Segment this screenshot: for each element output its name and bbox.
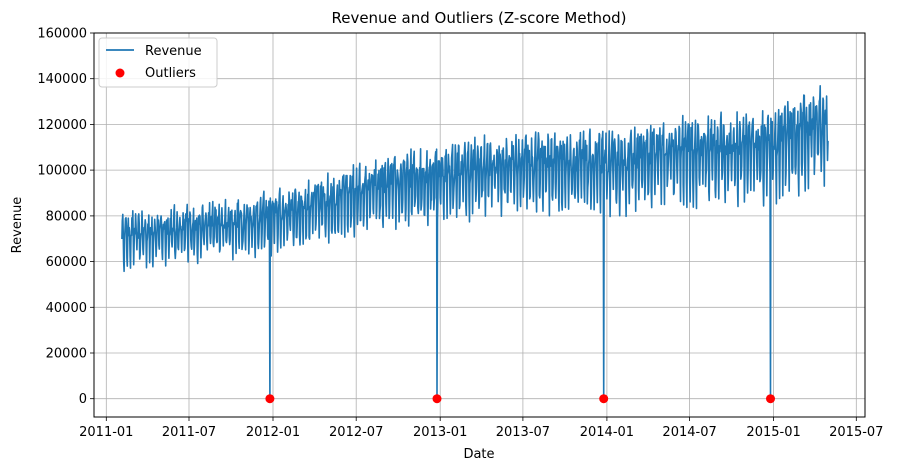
- x-tick-label: 2013-01: [413, 425, 467, 440]
- y-tick-label: 120000: [37, 118, 87, 133]
- outlier-points-layer: [265, 394, 775, 404]
- y-tick-label: 40000: [46, 301, 87, 316]
- legend: Revenue Outliers: [98, 37, 218, 88]
- y-axis-ticks: 0 20000 40000 60000 80000 100000 120000 140000 1…: [37, 27, 94, 407]
- y-tick-label: 60000: [46, 255, 87, 270]
- outlier-point: [599, 394, 609, 404]
- x-tick-label: 2011-07: [162, 425, 216, 440]
- x-tick-label: 2014-07: [662, 425, 716, 440]
- outlier-point: [432, 394, 442, 404]
- outlier-point: [766, 394, 775, 404]
- x-tick-label: 2012-01: [246, 425, 300, 440]
- y-tick-label: 20000: [46, 347, 87, 362]
- y-tick-label: 80000: [46, 209, 87, 224]
- outlier-point: [265, 394, 275, 404]
- chart-title: Revenue and Outliers (Z-score Method): [331, 9, 626, 27]
- x-tick-label: 2014-01: [580, 425, 634, 440]
- y-tick-label: 160000: [37, 27, 87, 42]
- x-tick-label: 2011-01: [79, 425, 133, 440]
- y-axis-label: Revenue: [10, 197, 25, 254]
- y-tick-label: 100000: [37, 164, 87, 179]
- x-axis-label: Date: [463, 447, 494, 462]
- legend-outliers-label: Outliers: [145, 66, 196, 81]
- revenue-line: [121, 85, 829, 400]
- grid: [94, 32, 865, 417]
- plot-frame: [93, 32, 866, 418]
- legend-outliers-marker: [115, 68, 125, 78]
- x-tick-label: 2013-07: [496, 425, 550, 440]
- legend-revenue-label: Revenue: [145, 44, 202, 59]
- x-tick-label: 2012-07: [329, 425, 383, 440]
- x-tick-label: 2015-07: [829, 425, 883, 440]
- revenue-line-layer: [121, 85, 829, 400]
- x-tick-label: 2015-01: [746, 425, 800, 440]
- x-axis-ticks: 2011-01 2011-07 2012-01 2012-07 2013-01 2013-…: [79, 417, 883, 440]
- y-tick-label: 0: [79, 392, 87, 407]
- y-tick-label: 140000: [37, 72, 87, 87]
